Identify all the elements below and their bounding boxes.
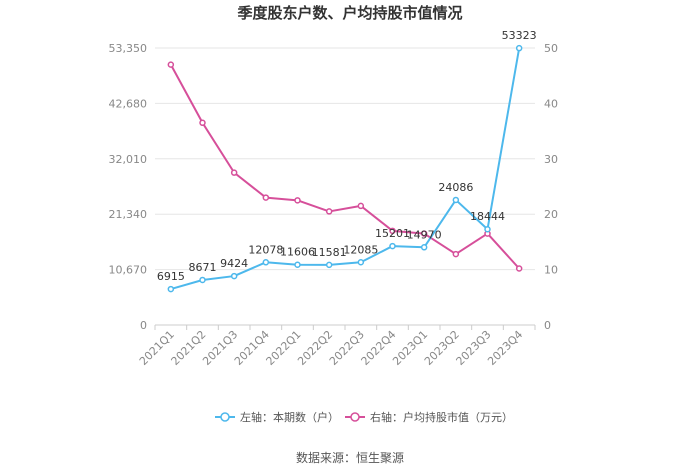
left-tick-label: 10,670 (109, 264, 148, 277)
holders-point (325, 261, 333, 269)
avg-value-point (199, 119, 206, 127)
left-tick-label: 42,680 (109, 97, 148, 110)
left-tick-label: 32,010 (109, 153, 148, 166)
holders-line (170, 47, 521, 291)
avg-value-point (294, 197, 301, 204)
data-label: 11581 (312, 246, 347, 259)
source-note: 数据来源：恒生聚源 (296, 450, 404, 465)
avg-value-point (357, 202, 365, 210)
holders-point (262, 259, 270, 266)
chart-title: 季度股东户数、户均持股市值情况 (237, 4, 462, 22)
right-tick-label: 50 (544, 42, 558, 55)
right-tick-label: 20 (544, 208, 558, 221)
data-label: 18444 (470, 210, 505, 223)
data-label: 12085 (343, 243, 378, 256)
data-label: 6915 (157, 270, 185, 283)
right-tick-label: 10 (544, 264, 558, 277)
right-tick-label: 30 (544, 153, 558, 166)
data-label: 11606 (280, 246, 315, 259)
right-tick-label: 40 (544, 97, 558, 110)
legend-avg-value-marker (350, 412, 360, 422)
series-right (167, 61, 523, 272)
left-tick-label: 21,340 (109, 208, 148, 221)
data-label: 53323 (502, 29, 537, 42)
avg-value-point (389, 227, 396, 235)
holders-point (199, 276, 206, 284)
holders-point (515, 44, 523, 52)
avg-value-point (262, 194, 270, 201)
holders-point (357, 259, 365, 266)
data-label: 14970 (407, 228, 442, 241)
holders-point (167, 285, 175, 293)
data-label: 8671 (189, 261, 217, 274)
legend: 左轴：本期数（户） 右轴：户均持股市值（万元） (215, 410, 513, 424)
left-tick-label: 53,350 (109, 42, 148, 55)
avg-value-point (167, 61, 175, 68)
avg-value-point (230, 169, 238, 176)
left-axis: 0 10,670 21,340 32,010 42,680 53,350 (109, 42, 148, 332)
x-tick-label: 2023Q4 (485, 328, 525, 368)
data-label: 12078 (248, 243, 283, 256)
gridlines (155, 47, 535, 326)
legend-avg-value-label: 右轴：户均持股市值（万元） (370, 410, 513, 424)
data-label: 15201 (375, 227, 410, 240)
data-label: 9424 (220, 257, 248, 270)
left-tick-label: 0 (140, 319, 147, 332)
avg-value-line (169, 64, 520, 270)
avg-value-point (515, 265, 523, 272)
avg-value-point (452, 250, 460, 258)
holders-point (452, 196, 460, 204)
data-label: 24086 (438, 181, 473, 194)
right-axis: 0 10 20 30 40 50 (544, 42, 558, 332)
holders-point (230, 272, 238, 280)
avg-value-point (325, 208, 333, 215)
right-tick-label: 0 (544, 319, 551, 332)
holders-point (484, 225, 491, 233)
holders-point (294, 261, 301, 268)
avg-value-point (420, 230, 428, 237)
legend-holders-marker (220, 412, 230, 422)
holders-point (389, 242, 396, 250)
legend-holders-label: 左轴：本期数（户） (240, 410, 339, 424)
x-axis: 2021Q12021Q22021Q32021Q42022Q12022Q22022… (137, 325, 536, 368)
holders-point (420, 244, 428, 251)
